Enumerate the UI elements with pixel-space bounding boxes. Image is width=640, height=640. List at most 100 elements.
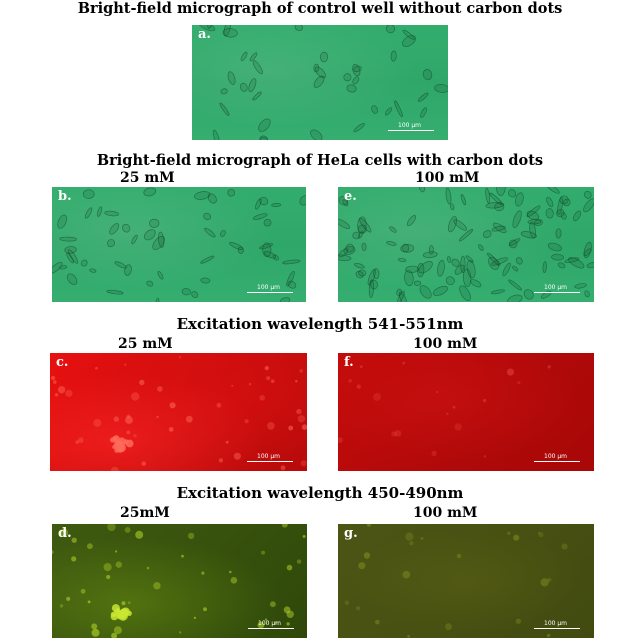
fluorescent-spot bbox=[295, 380, 298, 383]
fluorescent-spot bbox=[146, 566, 150, 570]
fluorescent-spot bbox=[454, 423, 462, 431]
cell bbox=[583, 190, 592, 199]
fluorescent-spot bbox=[300, 460, 307, 467]
fluorescent-spot bbox=[156, 415, 159, 419]
fluorescent-spot bbox=[402, 570, 411, 579]
fluorescent-spot bbox=[111, 632, 118, 638]
panel-label-a: a. bbox=[198, 27, 211, 42]
fluorescence-texture bbox=[344, 524, 568, 638]
cell bbox=[84, 207, 93, 219]
cell bbox=[259, 196, 269, 206]
cell bbox=[402, 243, 410, 253]
scale-text-d: 100 μm bbox=[258, 620, 282, 627]
cell bbox=[534, 219, 543, 226]
fluorescent-spot bbox=[95, 366, 98, 370]
fluorescent-cluster bbox=[119, 608, 129, 618]
cell bbox=[397, 290, 405, 302]
cell bbox=[574, 283, 587, 289]
cell bbox=[389, 226, 397, 233]
fluorescent-spot bbox=[515, 618, 522, 624]
fluorescent-spot bbox=[248, 382, 252, 386]
scale-bar-a bbox=[388, 130, 434, 131]
scale-text-e: 100 μm bbox=[544, 284, 568, 291]
fluorescent-spot bbox=[286, 610, 294, 618]
fluorescent-spot bbox=[561, 543, 568, 550]
cell bbox=[583, 248, 592, 257]
fluorescent-spot bbox=[270, 601, 276, 608]
cell bbox=[454, 264, 465, 275]
fluorescent-spot bbox=[66, 596, 71, 601]
fluorescent-spot bbox=[483, 455, 487, 458]
cell bbox=[252, 91, 262, 101]
scale-text-b: 100 μm bbox=[257, 284, 281, 291]
concentration-e: 100 mM bbox=[415, 170, 480, 186]
cell bbox=[557, 262, 566, 269]
scale-text-a: 100 μm bbox=[398, 122, 422, 129]
cell bbox=[555, 228, 562, 239]
cell bbox=[406, 215, 417, 227]
fluorescent-cluster bbox=[112, 436, 118, 441]
cell bbox=[466, 260, 476, 279]
panel-label-b: b. bbox=[58, 189, 72, 204]
fluorescent-spot bbox=[296, 408, 302, 415]
cell bbox=[419, 285, 432, 299]
cell bbox=[299, 195, 306, 206]
fluorescent-spot bbox=[133, 434, 137, 438]
fluorescent-spot bbox=[216, 402, 222, 408]
cell bbox=[584, 290, 590, 298]
cell bbox=[398, 291, 408, 302]
fluorescent-spot bbox=[141, 461, 147, 466]
cell bbox=[89, 268, 97, 273]
fluorescence-texture bbox=[338, 361, 551, 458]
cell bbox=[252, 213, 268, 220]
fluorescent-spot bbox=[153, 582, 161, 590]
cell bbox=[346, 84, 357, 93]
fluorescent-spot bbox=[52, 550, 54, 554]
cell bbox=[428, 245, 434, 255]
fluorescent-spot bbox=[78, 437, 84, 443]
cell bbox=[556, 209, 565, 218]
cell bbox=[491, 225, 506, 232]
cell bbox=[507, 294, 523, 302]
cell bbox=[485, 187, 491, 204]
fluorescent-spot bbox=[124, 363, 127, 366]
fluorescent-spot bbox=[115, 561, 122, 568]
fluorescent-spot bbox=[169, 402, 176, 409]
fluorescent-spot bbox=[115, 550, 118, 553]
cell bbox=[345, 243, 355, 253]
cell bbox=[460, 194, 467, 206]
fluorescent-spot bbox=[203, 607, 207, 612]
cell bbox=[384, 107, 393, 116]
fluorescent-spot bbox=[229, 570, 232, 574]
fluorescent-spot bbox=[348, 379, 352, 383]
scale-text-c: 100 μm bbox=[257, 453, 281, 460]
heading-excitation-red: Excitation wavelength 541-551nm bbox=[176, 315, 464, 333]
cell bbox=[263, 218, 272, 227]
fluorescent-spot bbox=[113, 626, 122, 635]
cell bbox=[512, 210, 522, 228]
fluorescent-spot bbox=[506, 368, 514, 376]
cell bbox=[451, 258, 460, 267]
fluorescent-spot bbox=[126, 414, 131, 419]
fluorescent-spot bbox=[103, 563, 112, 572]
fluorescent-spot bbox=[435, 390, 439, 394]
cell bbox=[104, 210, 120, 217]
fluorescent-spot bbox=[420, 537, 424, 540]
cell bbox=[402, 35, 416, 47]
cell bbox=[478, 244, 484, 251]
cell bbox=[106, 239, 116, 248]
fluorescent-spot bbox=[110, 466, 119, 471]
cell bbox=[353, 122, 365, 133]
cell bbox=[262, 242, 272, 257]
fluorescent-spot bbox=[127, 601, 131, 604]
cell bbox=[459, 285, 471, 301]
fluorescent-spot bbox=[59, 604, 64, 608]
cell bbox=[404, 270, 414, 287]
fluorescent-spot bbox=[283, 606, 291, 614]
cell bbox=[418, 261, 433, 274]
fluorescent-spot bbox=[445, 623, 452, 631]
fluorescent-spot bbox=[547, 577, 552, 582]
fluorescent-spot bbox=[547, 365, 551, 369]
fluorescent-spot bbox=[75, 440, 79, 444]
concentration-g: 100 mM bbox=[413, 505, 478, 521]
